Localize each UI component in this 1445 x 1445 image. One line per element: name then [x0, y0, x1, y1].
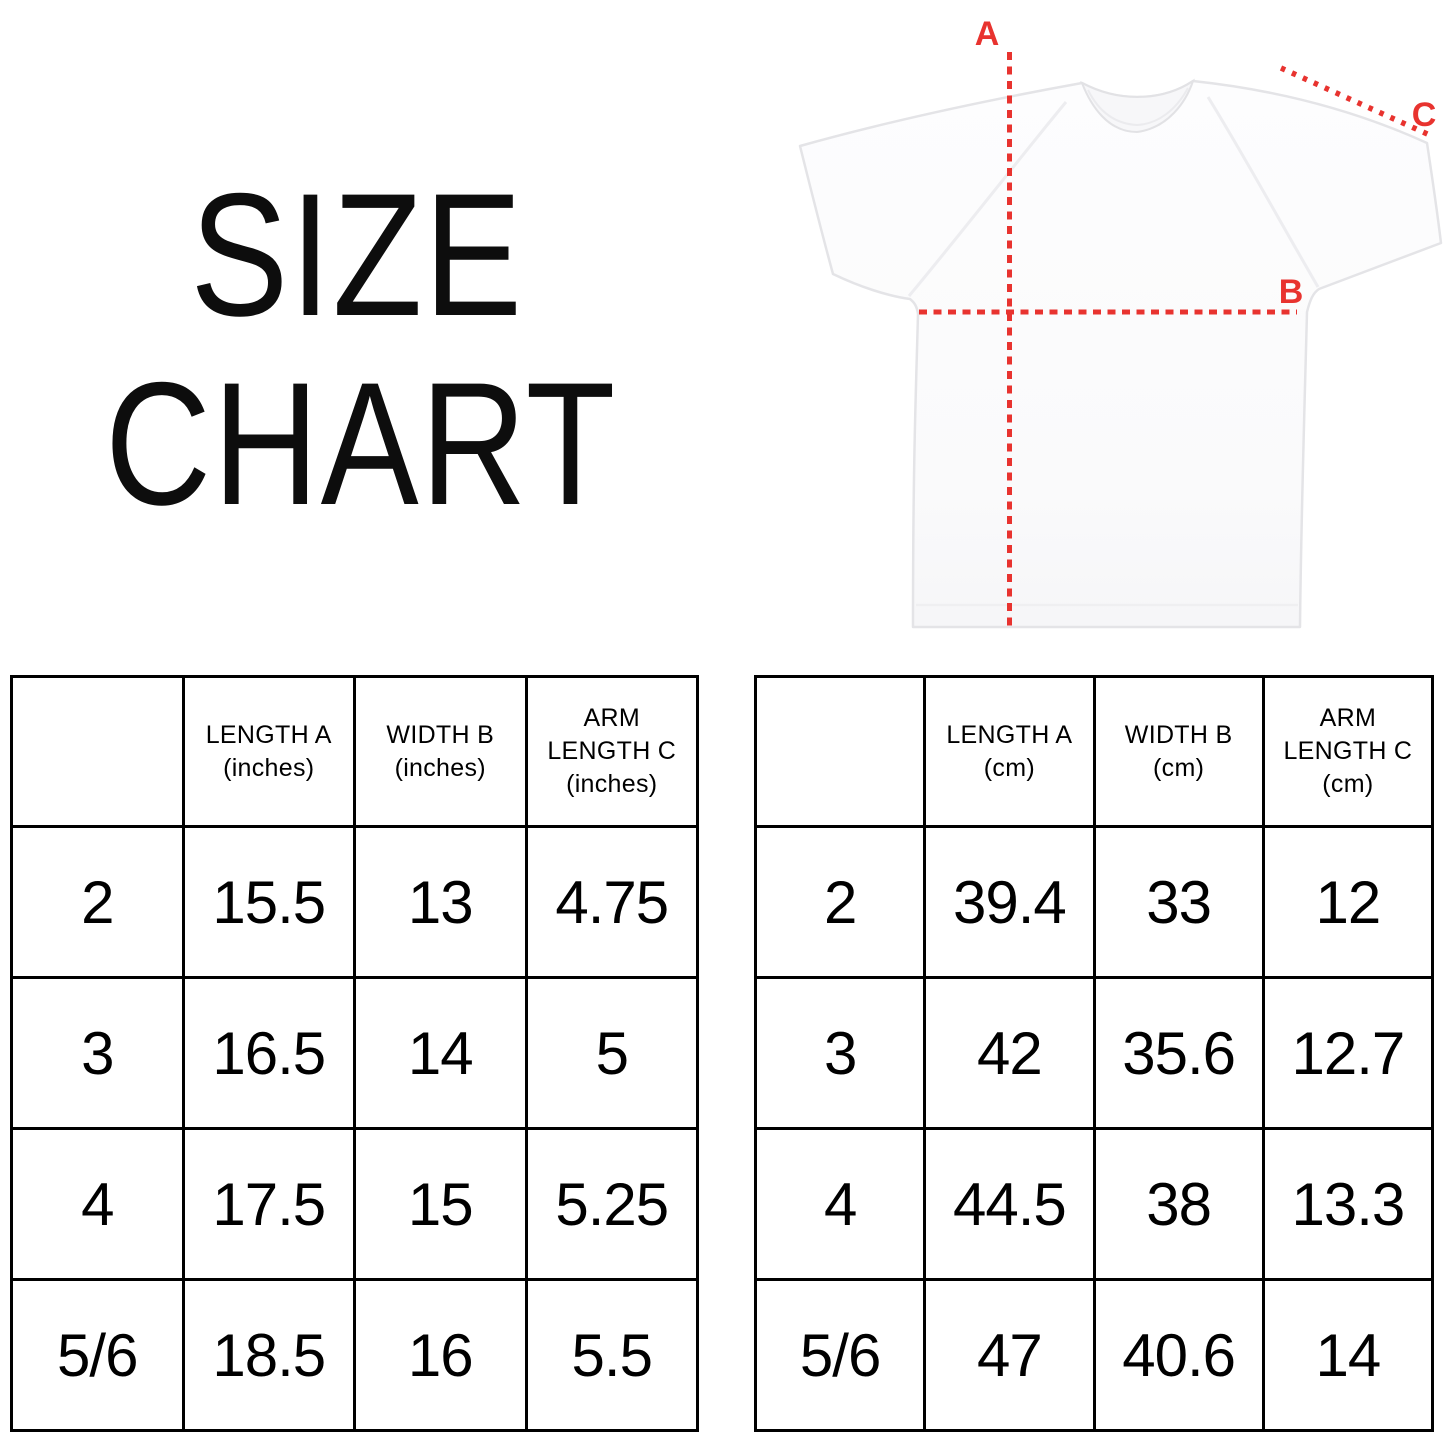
value-cell: 18.5	[181, 1278, 356, 1432]
header-cell-length-a: LENGTH A (cm)	[923, 675, 1096, 828]
header-line: (cm)	[1322, 770, 1374, 798]
value-cell: 16	[353, 1278, 528, 1432]
header-line: WIDTH B	[386, 720, 495, 749]
value-cell: 16.5	[181, 976, 356, 1130]
value-cell: 5	[524, 976, 699, 1130]
size-cell: 4	[753, 1127, 927, 1281]
value-cell: 5.5	[524, 1278, 699, 1432]
header-line: (cm)	[983, 753, 1035, 782]
table-row: 2 39.4 33 12	[753, 825, 1435, 979]
header-line: (inches)	[223, 753, 315, 782]
tshirt-collar-rib	[1087, 87, 1189, 127]
size-cell: 3	[753, 976, 927, 1130]
header-line: ARM	[1319, 704, 1377, 732]
header-cell-length-a: LENGTH A (inches)	[181, 675, 356, 828]
value-cell: 4.75	[524, 825, 699, 979]
header-cell-empty	[10, 675, 185, 828]
header-line: LENGTH C	[547, 737, 677, 765]
header-cell-width-b: WIDTH B (cm)	[1092, 675, 1265, 828]
size-cell: 3	[10, 976, 185, 1130]
header-line: WIDTH B	[1124, 720, 1233, 749]
value-cell: 12	[1261, 825, 1435, 979]
header-cell-empty	[753, 675, 927, 828]
value-cell: 14	[353, 976, 528, 1130]
value-cell: 13	[353, 825, 528, 979]
table-row: 4 44.5 38 13.3	[753, 1127, 1435, 1281]
header-line: LENGTH C	[1283, 737, 1413, 765]
table-row: 2 15.5 13 4.75	[10, 825, 699, 979]
header-row: LENGTH A (inches) WIDTH B (inches) ARM L…	[10, 675, 699, 828]
header-cell-arm-length-c: ARM LENGTH C (cm)	[1261, 675, 1435, 828]
value-cell: 42	[923, 976, 1096, 1130]
page-title-line1: SIZE	[190, 158, 524, 353]
value-cell: 35.6	[1092, 976, 1265, 1130]
size-cell: 5/6	[10, 1278, 185, 1432]
table-row: 3 16.5 14 5	[10, 976, 699, 1130]
value-cell: 17.5	[181, 1127, 356, 1281]
header-line: ARM	[583, 704, 640, 732]
value-cell: 15.5	[181, 825, 356, 979]
value-cell: 47	[923, 1278, 1096, 1432]
value-cell: 40.6	[1092, 1278, 1265, 1432]
tshirt-left-sleeve-seam	[907, 101, 1068, 297]
header-line: (inches)	[566, 770, 658, 798]
value-cell: 15	[353, 1127, 528, 1281]
table-row: 5/6 47 40.6 14	[753, 1278, 1435, 1432]
header-line: LENGTH A	[205, 720, 332, 749]
size-cell: 4	[10, 1127, 185, 1281]
header-cell-width-b: WIDTH B (inches)	[353, 675, 528, 828]
value-cell: 44.5	[923, 1127, 1096, 1281]
header-cell-arm-length-c: ARM LENGTH C (inches)	[524, 675, 699, 828]
value-cell: 39.4	[923, 825, 1096, 979]
size-table-inches: LENGTH A (inches) WIDTH B (inches) ARM L…	[10, 675, 699, 1432]
header-line: (inches)	[394, 753, 486, 782]
size-cell: 2	[753, 825, 927, 979]
measurement-label-c: C	[1412, 96, 1437, 134]
tshirt-right-sleeve-seam	[1206, 96, 1320, 288]
value-cell: 12.7	[1261, 976, 1435, 1130]
header-row: LENGTH A (cm) WIDTH B (cm) ARM LENGTH C …	[753, 675, 1435, 828]
value-cell: 38	[1092, 1127, 1265, 1281]
value-cell: 33	[1092, 825, 1265, 979]
size-cell: 2	[10, 825, 185, 979]
header-line: (cm)	[1153, 753, 1205, 782]
table-row: 3 42 35.6 12.7	[753, 976, 1435, 1130]
measurement-label-b: B	[1279, 273, 1304, 311]
value-cell: 14	[1261, 1278, 1435, 1432]
measurement-label-a: A	[975, 15, 1000, 53]
value-cell: 13.3	[1261, 1127, 1435, 1281]
value-cell: 5.25	[524, 1127, 699, 1281]
measurement-line-c	[1279, 65, 1436, 140]
table-row: 4 17.5 15 5.25	[10, 1127, 699, 1281]
header-line: LENGTH A	[946, 720, 1073, 749]
size-table-cm: LENGTH A (cm) WIDTH B (cm) ARM LENGTH C …	[753, 675, 1435, 1432]
page-title-line2: CHART	[105, 347, 618, 542]
tshirt-collar	[1080, 78, 1195, 134]
table-row: 5/6 18.5 16 5.5	[10, 1278, 699, 1432]
size-cell: 5/6	[753, 1278, 927, 1432]
tshirt-graphic	[798, 79, 1443, 629]
